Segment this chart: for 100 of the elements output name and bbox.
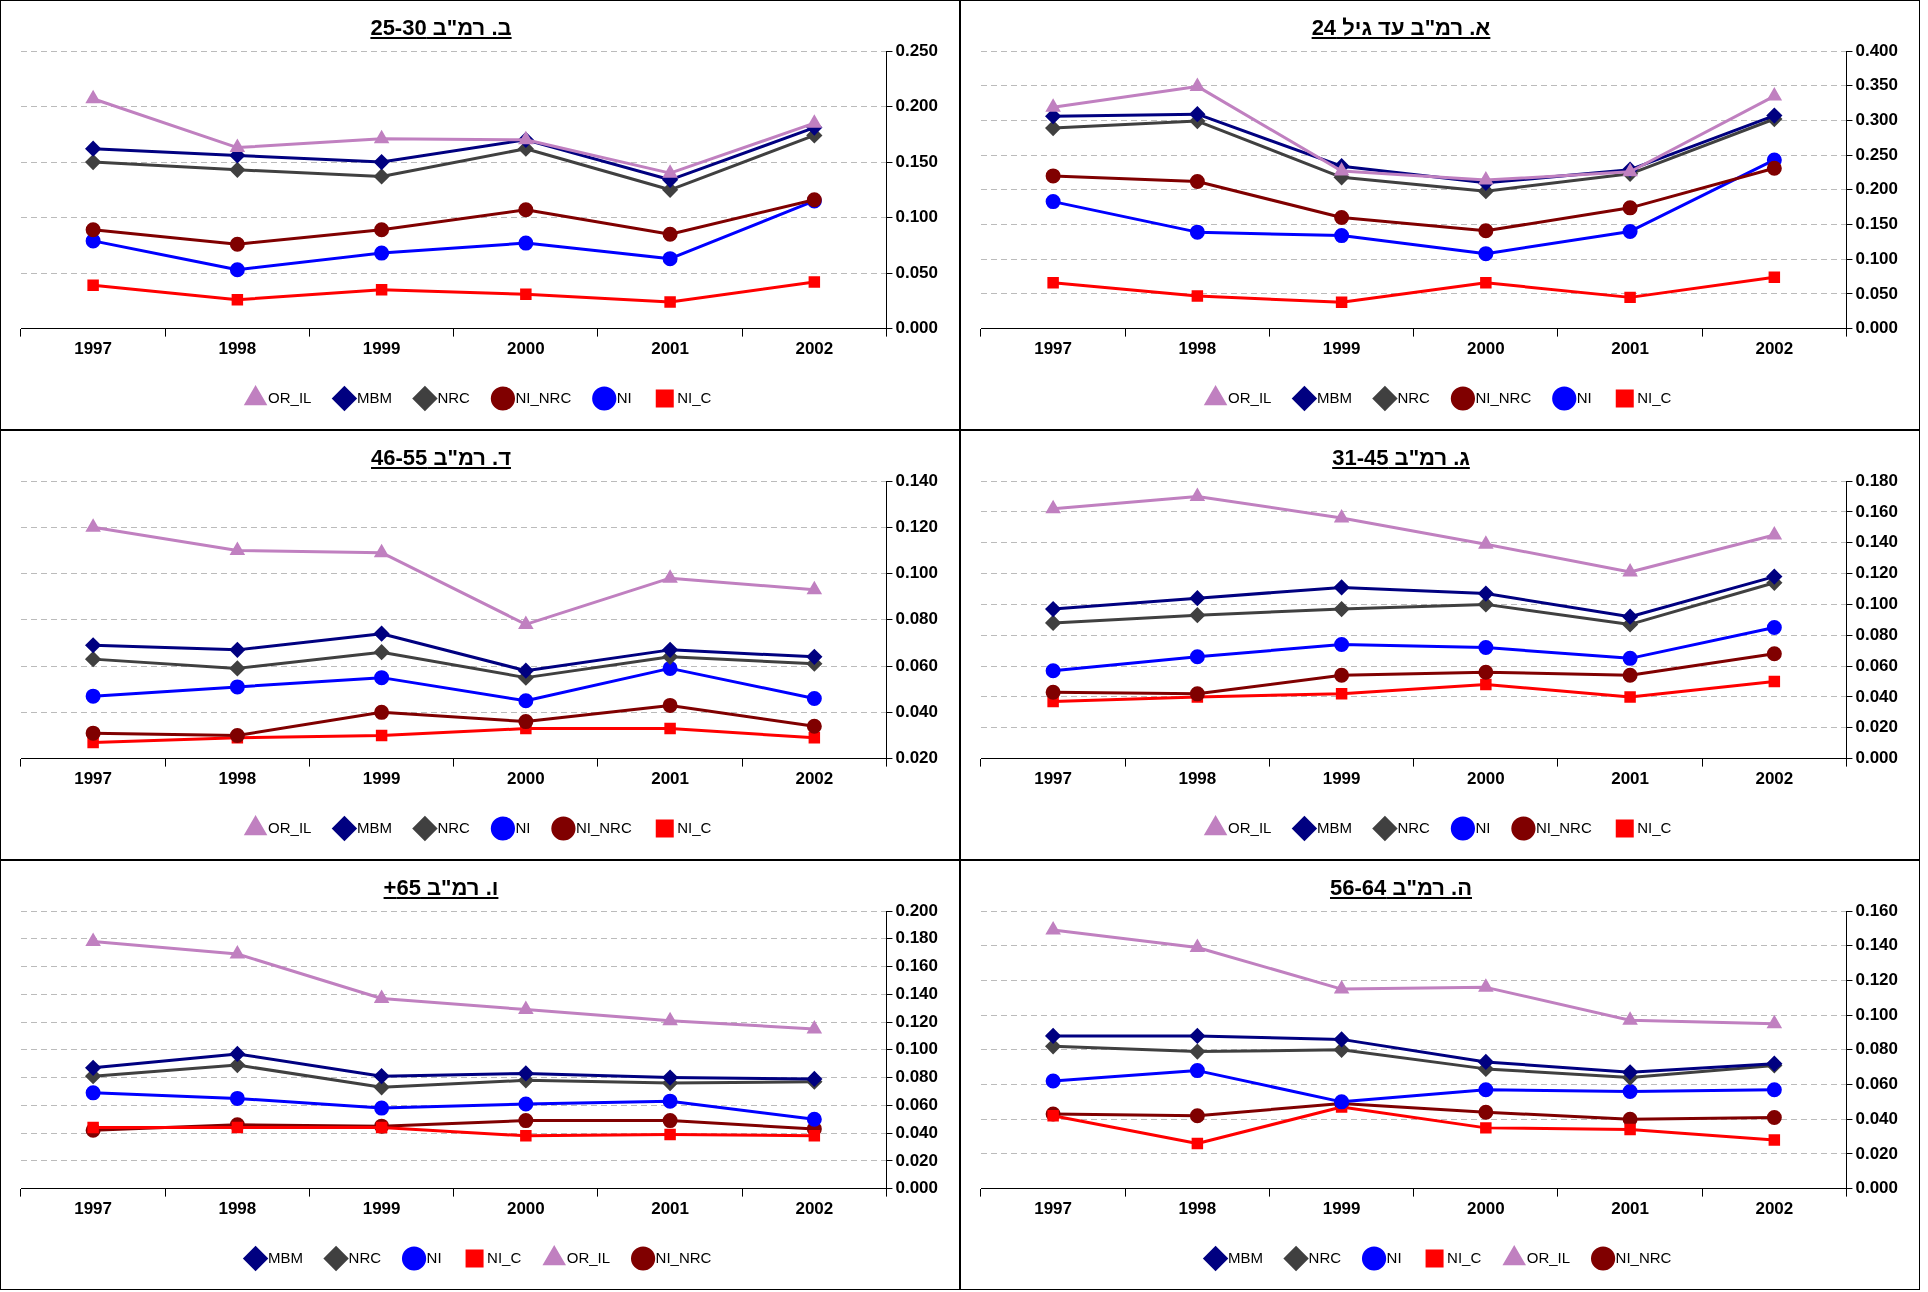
legend-label: MBM <box>268 1248 304 1266</box>
y-tick-label: 0.100 <box>1855 248 1899 268</box>
x-tick-label: 1999 <box>1322 339 1361 359</box>
x-tick-label: 1997 <box>74 1199 113 1219</box>
x-tick-label: 2002 <box>1755 339 1794 359</box>
y-tick-label: 0.160 <box>1855 900 1899 920</box>
x-tick-label: 1997 <box>74 769 113 789</box>
x-tick-label: 1999 <box>362 339 401 359</box>
legend-label: OR_IL <box>268 818 312 836</box>
y-tick-label: 0.100 <box>1855 1004 1899 1024</box>
legend-label: NRC <box>1308 1248 1342 1266</box>
x-tick-label: 2000 <box>506 339 545 359</box>
chart-title: ה. רמ"ב 56-64 <box>1329 875 1473 901</box>
y-tick-label: 0.040 <box>1855 686 1899 706</box>
x-tick-label: 2001 <box>1611 1199 1650 1219</box>
x-tick-label: 2002 <box>795 339 834 359</box>
chart-title: ב. רמ"ב 25-30 <box>369 15 513 41</box>
y-tick-label: 0.040 <box>895 1122 939 1142</box>
legend-label: NRC <box>1397 818 1431 836</box>
y-tick-label: 0.050 <box>895 262 939 282</box>
legend-label: NI_C <box>1637 818 1672 836</box>
legend-label: NI_C <box>677 818 712 836</box>
y-tick-label: 0.140 <box>1855 532 1899 552</box>
y-tick-label: 0.020 <box>1855 717 1899 737</box>
y-tick-label: 0.000 <box>1855 318 1899 338</box>
x-tick-label: 2002 <box>1755 769 1794 789</box>
legend-label: MBM <box>356 818 392 836</box>
y-tick-label: 0.180 <box>1855 470 1899 490</box>
legend-label: NI <box>426 1248 442 1266</box>
y-tick-label: 0.120 <box>895 1011 939 1031</box>
y-tick-label: 0.180 <box>895 928 939 948</box>
x-tick-label: 1997 <box>74 339 113 359</box>
legend-label: MBM <box>1228 1248 1264 1266</box>
x-tick-label: 2000 <box>1466 769 1505 789</box>
legend-label: NI <box>1386 1248 1402 1266</box>
y-tick-label: 0.250 <box>1855 144 1899 164</box>
y-tick-label: 0.120 <box>895 516 939 536</box>
legend-label: OR_IL <box>268 388 312 406</box>
y-tick-label: 0.080 <box>1855 1039 1899 1059</box>
legend-label: NI_NRC <box>655 1248 712 1266</box>
x-tick-label: 1999 <box>362 769 401 789</box>
x-tick-label: 2000 <box>1466 339 1505 359</box>
y-tick-label: 0.080 <box>1855 624 1899 644</box>
legend-label: NI <box>616 388 632 406</box>
x-tick-label: 2000 <box>506 769 545 789</box>
legend-label: NI_C <box>1447 1248 1482 1266</box>
legend-label: NRC <box>348 1248 382 1266</box>
y-tick-label: 0.040 <box>1855 1108 1899 1128</box>
x-tick-label: 1998 <box>1178 769 1217 789</box>
x-tick-label: 2001 <box>1611 339 1650 359</box>
y-tick-label: 0.140 <box>895 983 939 1003</box>
y-tick-label: 0.400 <box>1855 40 1899 60</box>
legend-label: NI_NRC <box>515 388 572 406</box>
x-tick-label: 2001 <box>651 339 690 359</box>
y-tick-label: 0.150 <box>1855 214 1899 234</box>
legend-label: OR_IL <box>566 1248 611 1266</box>
legend-label: NI_NRC <box>1615 1248 1672 1266</box>
y-tick-label: 0.020 <box>895 748 939 768</box>
legend-label: MBM <box>1316 388 1352 406</box>
y-tick-label: 0.000 <box>895 1178 939 1198</box>
x-tick-label: 1999 <box>1322 769 1361 789</box>
legend-label: MBM <box>356 388 392 406</box>
legend-label: NRC <box>437 818 471 836</box>
y-tick-label: 0.020 <box>895 1150 939 1170</box>
x-tick-label: 1998 <box>1178 1199 1217 1219</box>
y-tick-label: 0.200 <box>895 900 939 920</box>
legend-label: NI_NRC <box>1475 388 1532 406</box>
legend-label: NI <box>515 818 531 836</box>
y-tick-label: 0.200 <box>1855 179 1899 199</box>
chart-title: ו. רמ"ב 65+ <box>382 875 500 901</box>
y-tick-label: 0.120 <box>1855 970 1899 990</box>
x-tick-label: 1997 <box>1034 339 1073 359</box>
legend-label: NI_C <box>487 1248 522 1266</box>
legend-label: MBM <box>1316 818 1352 836</box>
y-tick-label: 0.140 <box>1855 935 1899 955</box>
legend-label: OR_IL <box>1526 1248 1571 1266</box>
y-tick-label: 0.020 <box>1855 1143 1899 1163</box>
y-tick-label: 0.350 <box>1855 75 1899 95</box>
y-tick-label: 0.250 <box>895 40 939 60</box>
legend-label: NI_NRC <box>1535 818 1592 836</box>
x-tick-label: 2001 <box>1611 769 1650 789</box>
legend-label: NRC <box>437 388 471 406</box>
y-tick-label: 0.080 <box>895 609 939 629</box>
y-tick-label: 0.060 <box>1855 1074 1899 1094</box>
y-tick-label: 0.100 <box>1855 594 1899 614</box>
legend-label: NI_C <box>1637 388 1672 406</box>
legend-label: NI <box>1576 388 1592 406</box>
x-tick-label: 1999 <box>362 1199 401 1219</box>
y-tick-label: 0.060 <box>895 655 939 675</box>
x-tick-label: 1998 <box>218 1199 257 1219</box>
y-tick-label: 0.200 <box>895 96 939 116</box>
legend-label: NI_NRC <box>575 818 632 836</box>
x-tick-label: 2002 <box>1755 1199 1794 1219</box>
x-tick-label: 1997 <box>1034 769 1073 789</box>
x-tick-label: 1998 <box>1178 339 1217 359</box>
y-tick-label: 0.050 <box>1855 283 1899 303</box>
y-tick-label: 0.040 <box>895 702 939 722</box>
y-tick-label: 0.160 <box>895 956 939 976</box>
x-tick-label: 1997 <box>1034 1199 1073 1219</box>
y-tick-label: 0.100 <box>895 563 939 583</box>
